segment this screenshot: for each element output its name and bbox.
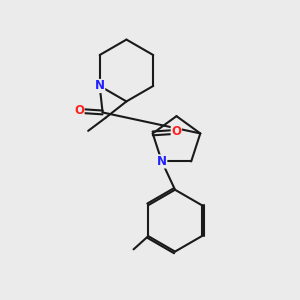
Text: O: O — [171, 125, 181, 139]
Text: N: N — [157, 155, 167, 168]
Text: N: N — [95, 80, 105, 92]
Text: O: O — [74, 104, 84, 118]
